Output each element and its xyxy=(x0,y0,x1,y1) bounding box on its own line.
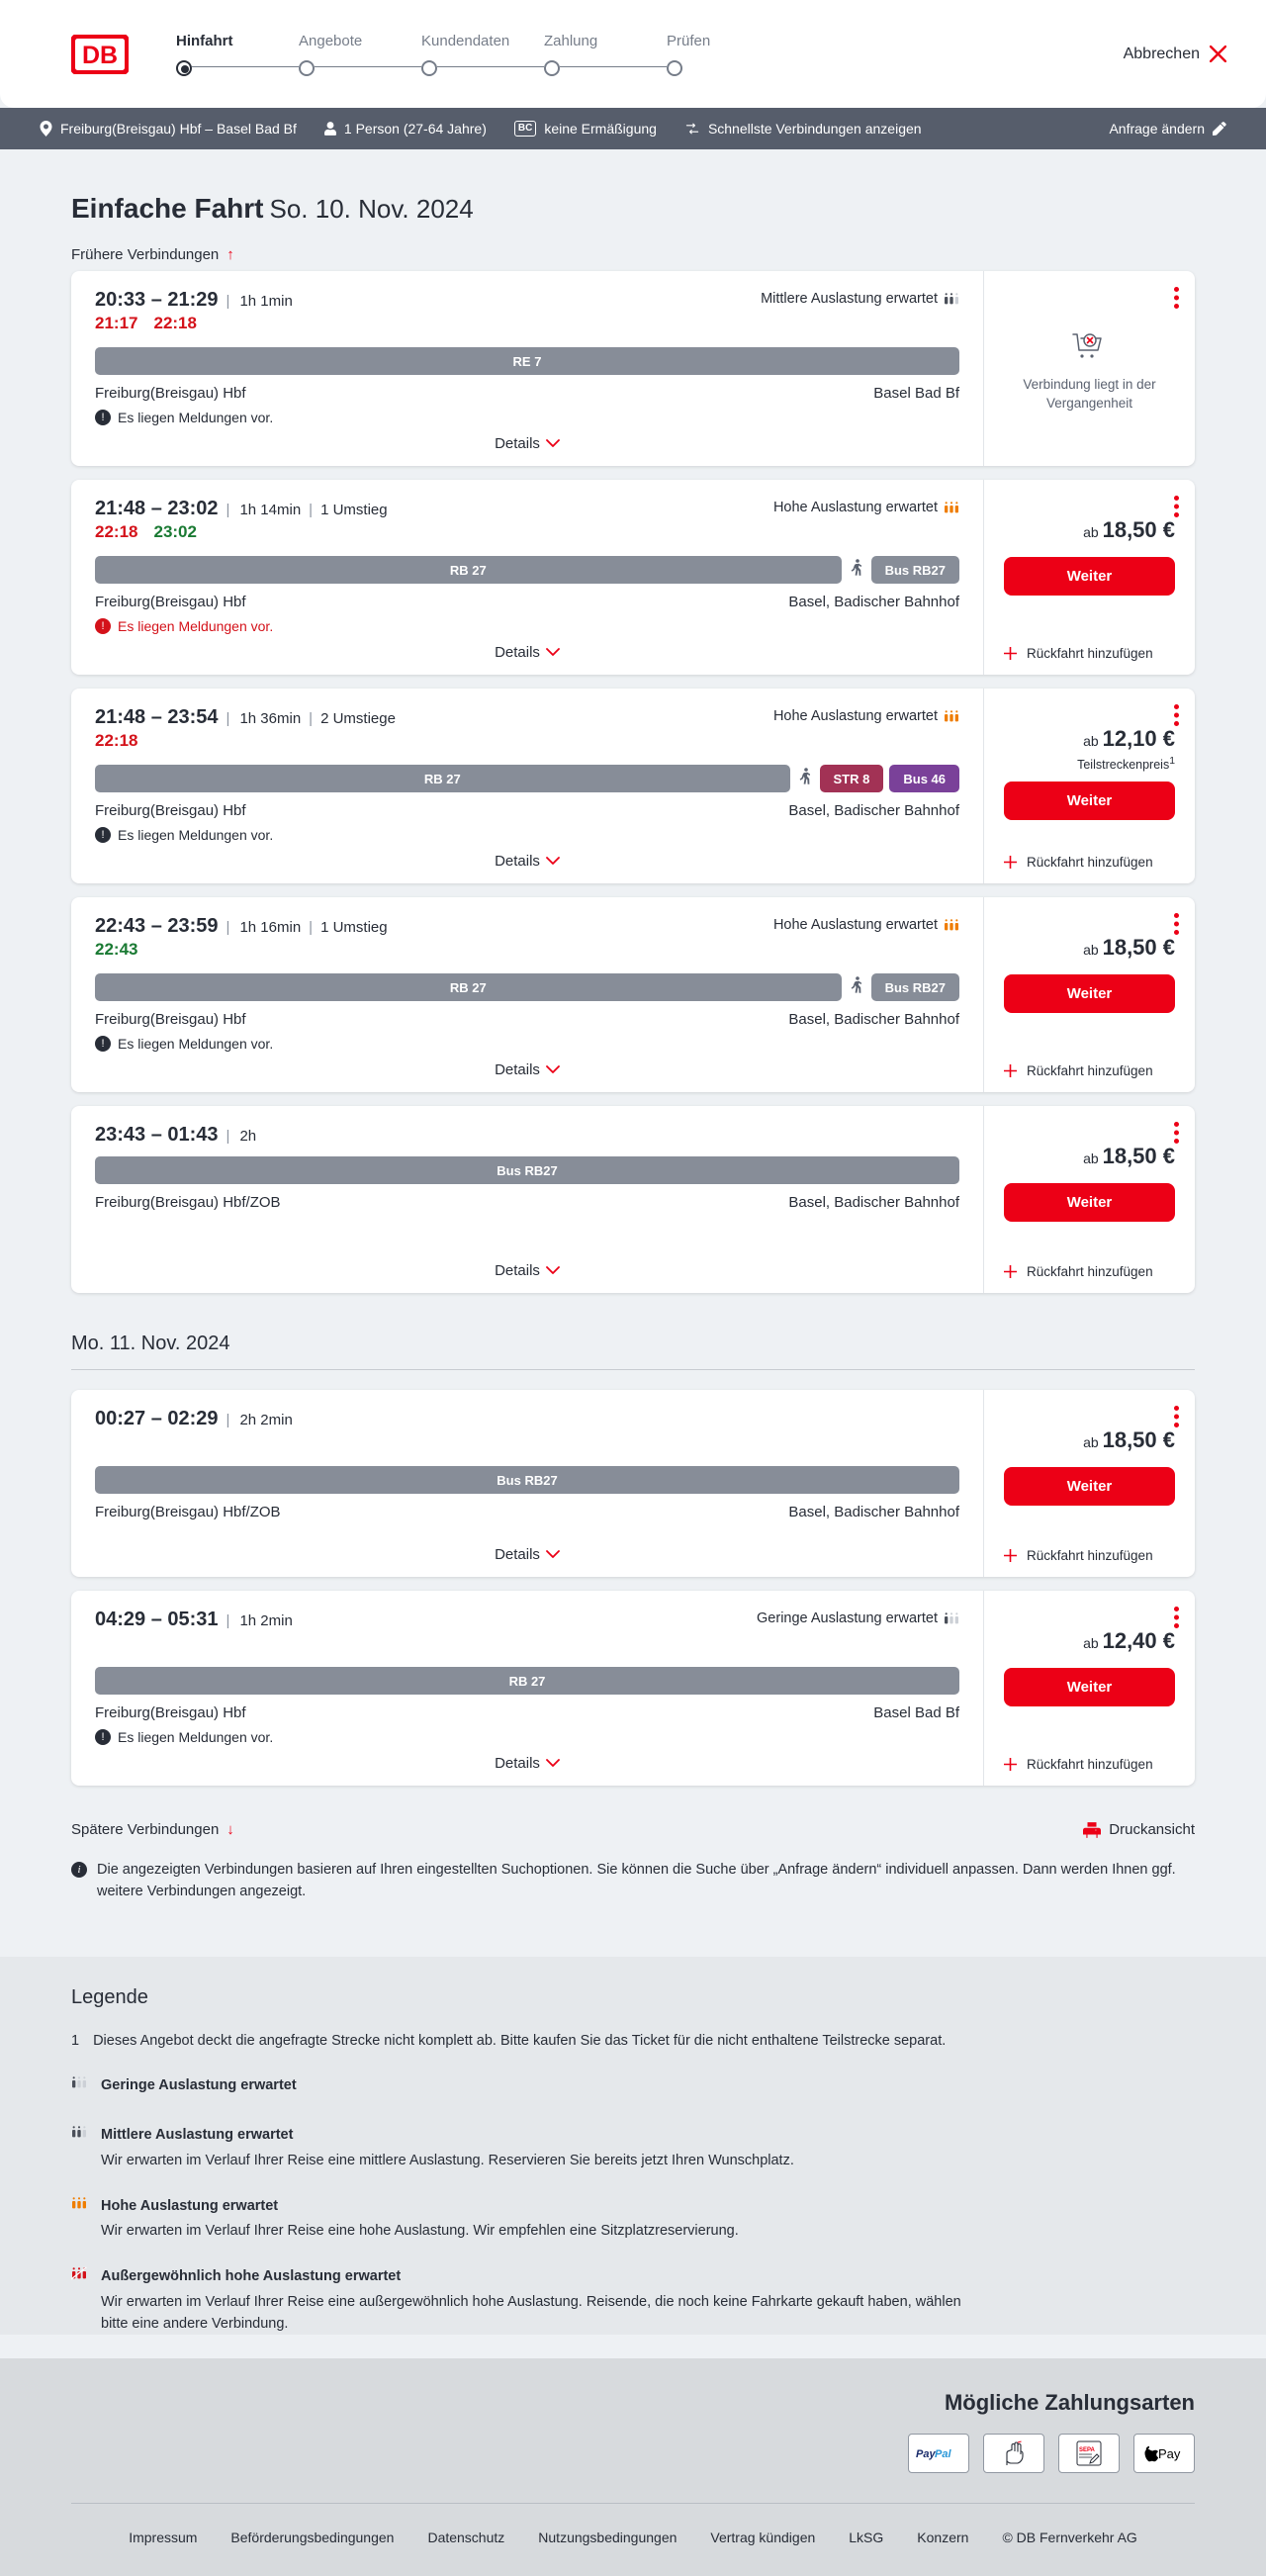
svg-text:Pay: Pay xyxy=(1158,2446,1181,2461)
svg-text:SEPA: SEPA xyxy=(1079,2447,1096,2453)
svg-text:DB: DB xyxy=(82,42,118,69)
svg-text:Pal: Pal xyxy=(935,2448,951,2460)
svg-text:Pay: Pay xyxy=(916,2448,936,2460)
